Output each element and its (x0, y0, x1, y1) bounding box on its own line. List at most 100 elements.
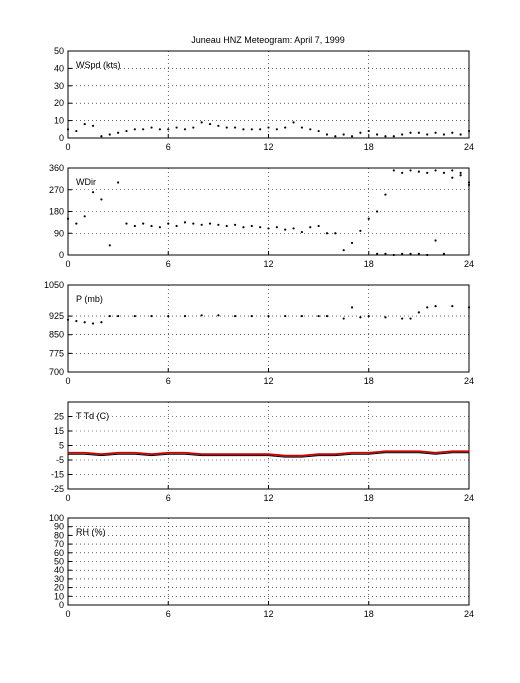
data-point (275, 128, 278, 131)
x-tick-label: 0 (65, 493, 70, 503)
y-tick-label: 100 (49, 513, 64, 523)
data-point (267, 126, 270, 129)
data-point (108, 133, 111, 136)
data-point (317, 314, 320, 318)
y-tick-label: 15 (54, 426, 64, 436)
x-tick-label: 12 (263, 259, 273, 269)
panel-label: RH (%) (76, 527, 106, 537)
data-point (208, 222, 212, 225)
y-tick-label: 30 (54, 81, 64, 91)
x-tick-label: 24 (464, 493, 474, 503)
data-point (167, 222, 170, 225)
data-point (250, 224, 253, 228)
data-point (66, 318, 70, 321)
data-point (359, 316, 362, 319)
y-tick-label: 0 (59, 133, 64, 143)
data-point (83, 215, 86, 218)
data-point (401, 171, 404, 174)
data-point (359, 229, 362, 232)
data-point (376, 210, 379, 213)
y-tick-label: 50 (54, 46, 64, 56)
data-point (200, 121, 203, 124)
data-point (158, 226, 161, 229)
data-point (426, 133, 429, 136)
data-point (100, 198, 103, 201)
data-point (150, 126, 153, 129)
data-point (225, 224, 228, 228)
data-point (100, 321, 103, 324)
data-point (133, 128, 136, 131)
data-point (467, 306, 471, 309)
x-tick-label: 18 (364, 142, 374, 152)
y-tick-label: 90 (54, 522, 64, 532)
data-point (267, 314, 270, 318)
data-point (376, 252, 379, 255)
data-point (309, 226, 312, 229)
data-point (75, 222, 78, 225)
y-tick-label: 925 (49, 311, 64, 321)
data-point (426, 306, 429, 309)
data-point (142, 128, 145, 131)
data-point (300, 314, 304, 318)
data-point (417, 131, 420, 134)
data-point (434, 239, 437, 242)
y-tick-label: 360 (49, 163, 64, 173)
data-point (167, 128, 170, 131)
data-point (367, 129, 370, 133)
data-point (300, 230, 304, 234)
data-point (342, 133, 345, 136)
data-point (242, 128, 245, 131)
data-point (233, 126, 237, 129)
y-tick-label: 70 (54, 539, 64, 549)
series-line (68, 452, 469, 458)
data-point (233, 223, 237, 226)
data-point (208, 122, 212, 126)
y-tick-label: 1050 (44, 280, 64, 290)
data-point (467, 129, 471, 133)
data-point (451, 176, 454, 179)
data-point (217, 223, 220, 226)
data-point (359, 131, 362, 134)
data-point (434, 305, 437, 308)
data-point (334, 135, 337, 138)
data-point (434, 131, 437, 134)
data-point (75, 129, 78, 133)
panel-label: WDir (76, 177, 96, 187)
data-point (91, 322, 95, 325)
y-tick-label: 700 (49, 367, 64, 377)
figure-title: Juneau HNZ Meteogram: April 7, 1999 (191, 35, 345, 45)
data-point (317, 129, 320, 133)
plot-frame (67, 284, 470, 373)
data-point (325, 314, 329, 318)
data-point (317, 224, 320, 228)
data-point (91, 124, 95, 127)
data-point (325, 133, 329, 136)
data-point (183, 221, 187, 224)
data-point (342, 249, 345, 252)
data-point (401, 252, 404, 255)
data-point (384, 252, 387, 255)
data-point (292, 227, 295, 230)
data-point (117, 181, 120, 184)
data-point (284, 314, 287, 318)
series-line (68, 450, 469, 457)
data-point (300, 126, 304, 129)
data-point (467, 181, 471, 184)
panel-label: P (mb) (76, 294, 103, 304)
x-tick-label: 18 (364, 259, 374, 269)
panel-1: 0 6 12 18 24 0 90 180 270 360 WDir (49, 163, 474, 269)
data-point (442, 133, 446, 136)
data-point (183, 128, 187, 131)
data-point (259, 128, 262, 131)
data-point (225, 126, 228, 129)
x-tick-label: 0 (65, 259, 70, 269)
y-tick-label: 10 (54, 591, 64, 601)
data-point (409, 252, 412, 255)
data-point (401, 317, 404, 320)
data-point (401, 133, 404, 136)
y-tick-label: 90 (54, 228, 64, 238)
data-point (451, 305, 454, 308)
data-point (384, 135, 387, 138)
panel-label: T Td (C) (76, 411, 109, 421)
